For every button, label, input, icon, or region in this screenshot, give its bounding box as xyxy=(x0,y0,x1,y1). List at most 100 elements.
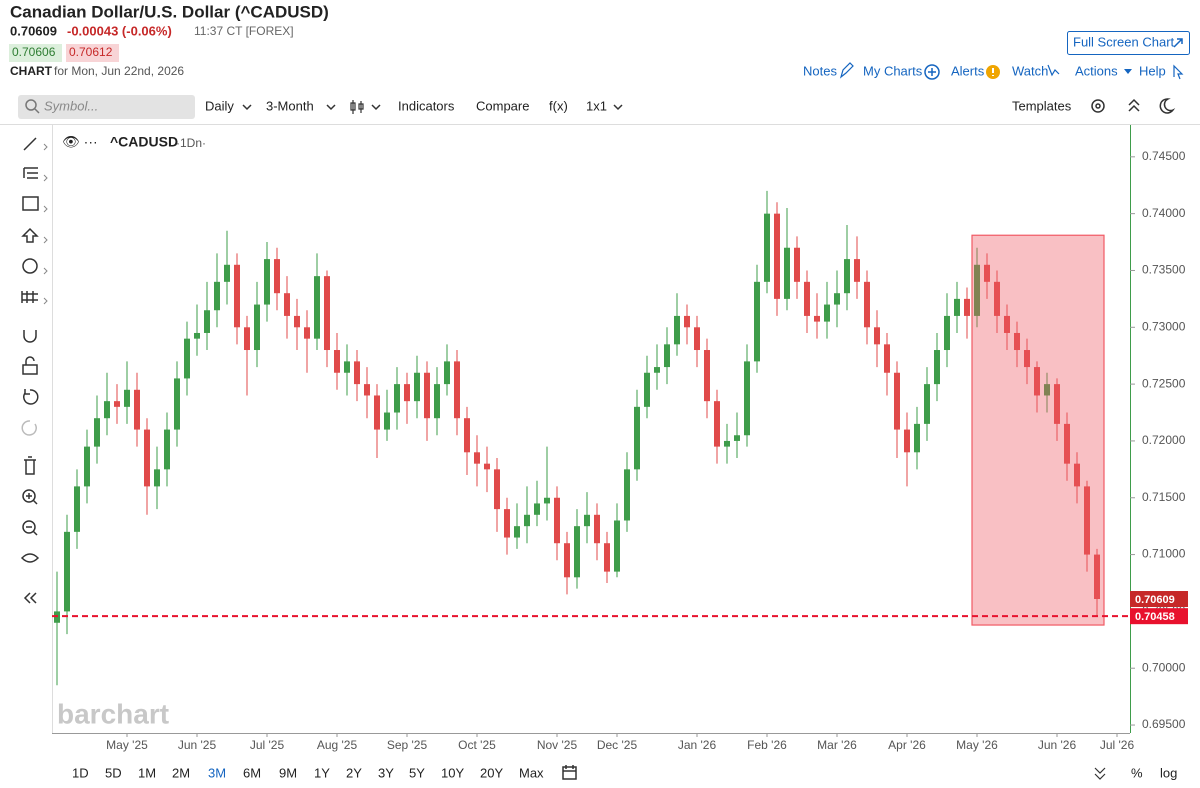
tool-collapse[interactable] xyxy=(23,592,37,604)
tool-redo[interactable] xyxy=(21,420,37,436)
actions-menu[interactable]: Actions xyxy=(1075,63,1118,78)
candle-body xyxy=(834,293,840,305)
notes-link[interactable]: Notes xyxy=(803,63,837,78)
help-link[interactable]: Help xyxy=(1139,63,1166,78)
period-button[interactable]: 5D xyxy=(105,765,122,780)
candle-body xyxy=(544,497,550,504)
settings-icon[interactable] xyxy=(1091,99,1105,113)
scroll-end[interactable] xyxy=(1094,767,1106,780)
last-price-label: 0.70609 xyxy=(1135,594,1175,606)
chart-label: CHART xyxy=(10,64,53,78)
period-button[interactable]: 9M xyxy=(279,765,297,780)
range-caret[interactable] xyxy=(326,104,336,111)
tool-zoom-out[interactable] xyxy=(22,520,36,534)
interval-select[interactable]: Daily xyxy=(205,98,234,113)
search-placeholder[interactable]: Symbol... xyxy=(44,98,98,113)
collapse-icon[interactable] xyxy=(1128,98,1140,112)
period-button[interactable]: 2Y xyxy=(346,765,362,780)
period-button[interactable]: 10Y xyxy=(441,765,464,780)
legend-menu[interactable]: 👁 ··· xyxy=(62,134,98,150)
fullscreen-label[interactable]: Full Screen Chart xyxy=(1073,34,1175,49)
date-picker[interactable] xyxy=(562,766,577,780)
tool-fib[interactable] xyxy=(23,167,38,179)
drawing-tools xyxy=(20,137,48,604)
symbol-search[interactable] xyxy=(18,95,195,119)
notes-icon[interactable] xyxy=(839,62,854,79)
chart-style-icon[interactable] xyxy=(350,100,364,114)
candle-body xyxy=(664,344,670,368)
candle-body xyxy=(704,350,710,402)
x-tick-label: Mar '26 xyxy=(817,738,857,752)
tool-visibility[interactable] xyxy=(20,553,40,563)
tool-measure[interactable] xyxy=(21,291,38,303)
chart-date: for Mon, Jun 22nd, 2026 xyxy=(54,64,184,78)
candle-body xyxy=(254,304,260,351)
tool-zoom-out-mark xyxy=(26,526,38,536)
candle-body xyxy=(1094,554,1100,600)
period-button[interactable]: 3Y xyxy=(378,765,394,780)
candle-body xyxy=(984,264,990,282)
tool-zoom-in-mark xyxy=(26,493,38,505)
legend-symbol: ^CADUSD xyxy=(110,134,178,150)
period-button[interactable]: 1Y xyxy=(314,765,330,780)
alerts-link[interactable]: Alerts xyxy=(951,63,985,78)
tool-delete[interactable] xyxy=(24,456,36,475)
period-button[interactable]: 20Y xyxy=(480,765,503,780)
period-button[interactable]: 1D xyxy=(72,765,89,780)
candle-body xyxy=(794,247,800,282)
fullscreen-button[interactable] xyxy=(1067,31,1190,55)
period-button[interactable]: 1M xyxy=(138,765,156,780)
mycharts-icon[interactable] xyxy=(924,64,940,80)
mycharts-link[interactable]: My Charts xyxy=(863,63,923,78)
tool-zoom-in[interactable] xyxy=(22,489,36,503)
period-button[interactable]: Max xyxy=(519,765,544,780)
candle-body xyxy=(124,389,130,407)
candle-body xyxy=(584,514,590,527)
period-button[interactable]: 3M xyxy=(208,765,226,780)
candle-body xyxy=(724,440,730,447)
candle-body xyxy=(504,509,510,538)
chart-style-caret[interactable] xyxy=(371,104,381,111)
tool-lock[interactable] xyxy=(22,356,38,375)
period-button[interactable]: 5Y xyxy=(409,765,425,780)
log-button[interactable]: log xyxy=(1160,765,1177,780)
x-tick-label: Aug '25 xyxy=(317,738,358,752)
candle-body xyxy=(214,281,220,311)
watch-icon[interactable] xyxy=(1047,64,1060,77)
help-icon[interactable] xyxy=(1173,64,1184,80)
range-select[interactable]: 3-Month xyxy=(266,98,314,113)
tool-count[interactable] xyxy=(22,258,38,274)
candle-body xyxy=(954,298,960,316)
candle-body xyxy=(774,213,780,299)
search-icon xyxy=(25,99,37,111)
tool-line[interactable] xyxy=(23,137,37,151)
fx-button[interactable]: f(x) xyxy=(549,98,568,113)
period-button[interactable]: 6M xyxy=(243,765,261,780)
y-tick-label: 0.70000 xyxy=(1142,660,1186,674)
candle-body xyxy=(464,418,470,453)
layout-caret[interactable] xyxy=(613,104,623,111)
indicators-button[interactable]: Indicators xyxy=(398,98,455,113)
mycharts-plus[interactable] xyxy=(928,68,936,76)
x-tick-label: Sep '25 xyxy=(387,738,428,752)
actions-caret[interactable] xyxy=(1124,69,1132,74)
compare-button[interactable]: Compare xyxy=(476,98,529,113)
ask: 0.70612 xyxy=(69,45,113,59)
fullscreen-icon[interactable] xyxy=(1173,38,1183,48)
watch-link[interactable]: Watch xyxy=(1012,63,1048,78)
tool-shape[interactable] xyxy=(22,196,39,211)
interval-caret[interactable] xyxy=(242,104,252,111)
candle-body xyxy=(104,401,110,419)
candle-body xyxy=(534,503,540,515)
tool-arrow[interactable] xyxy=(21,227,39,243)
tool-magnet[interactable] xyxy=(23,330,37,343)
period-button[interactable]: 2M xyxy=(172,765,190,780)
tool-undo[interactable] xyxy=(23,389,39,405)
templates-button[interactable]: Templates xyxy=(1012,98,1072,113)
x-tick-label: Apr '26 xyxy=(888,738,926,752)
percent-button[interactable]: % xyxy=(1131,765,1143,780)
theme-icon[interactable] xyxy=(1159,98,1176,114)
layout-select[interactable]: 1x1 xyxy=(586,98,607,113)
tool-expanders xyxy=(43,143,48,305)
ask-box xyxy=(66,44,119,62)
